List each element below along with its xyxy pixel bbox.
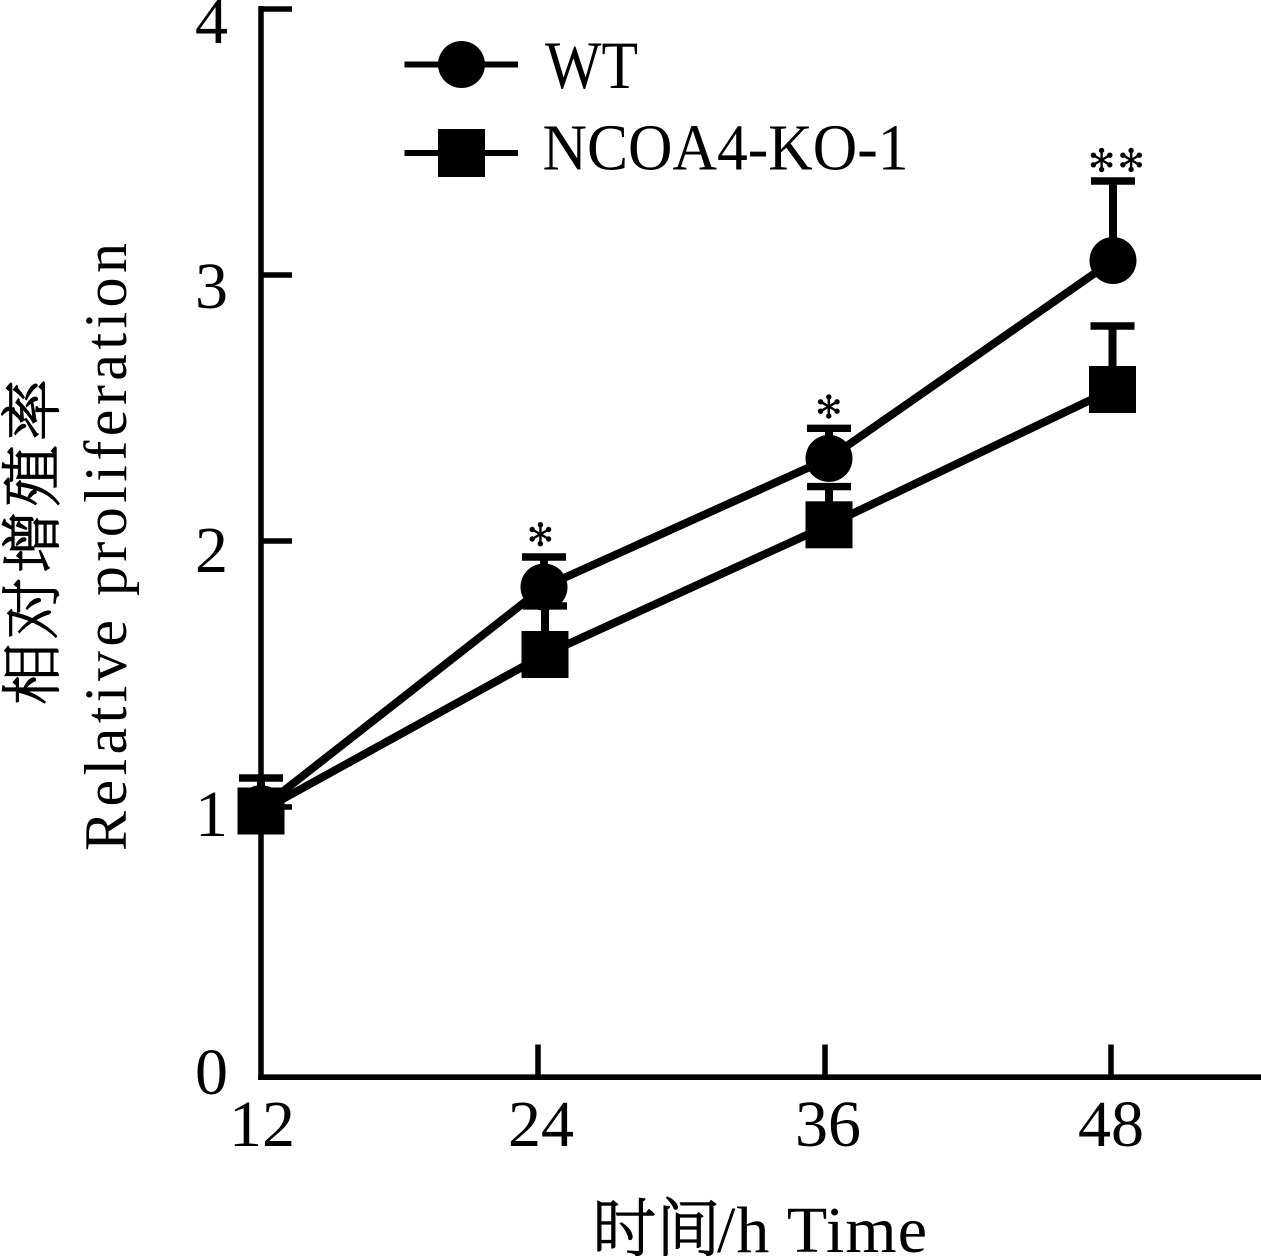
svg-text:WT: WT — [545, 27, 638, 103]
svg-text:36: 36 — [795, 1088, 861, 1161]
svg-text:0: 0 — [195, 1036, 228, 1109]
svg-text:4: 4 — [195, 0, 228, 58]
svg-text:2: 2 — [195, 514, 228, 587]
svg-text:/h Time: /h Time — [717, 1194, 927, 1256]
svg-text:NCOA4-KO-1: NCOA4-KO-1 — [543, 112, 909, 185]
svg-text:1: 1 — [195, 778, 228, 851]
svg-text:24: 24 — [508, 1088, 574, 1161]
svg-text:12: 12 — [229, 1088, 295, 1161]
svg-text:Relative proliferation: Relative proliferation — [73, 243, 139, 851]
svg-text:3: 3 — [195, 250, 228, 323]
svg-text:48: 48 — [1078, 1088, 1144, 1161]
